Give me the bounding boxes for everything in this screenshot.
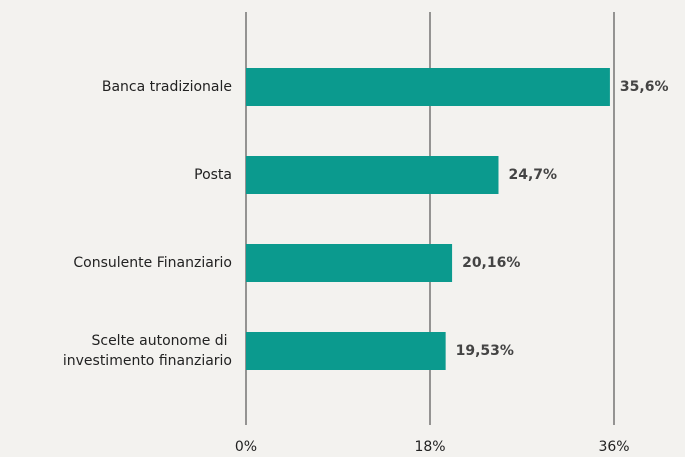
- x-tick-label: 36%: [598, 439, 629, 455]
- bar: [246, 244, 453, 282]
- category-label: Banca tradizionale: [102, 79, 232, 95]
- x-tick-label: 0%: [235, 439, 257, 455]
- category-label: Posta: [194, 167, 232, 183]
- value-label: 20,16%: [462, 255, 520, 271]
- value-label: 19,53%: [456, 343, 514, 359]
- bar: [246, 68, 610, 106]
- value-label: 35,6%: [620, 79, 669, 95]
- category-label: Consulente Finanziario: [73, 255, 232, 271]
- bar: [246, 332, 446, 370]
- value-label: 24,7%: [508, 167, 557, 183]
- bar: [246, 156, 499, 194]
- category-label: Scelte autonome di investimento finanzia…: [63, 333, 232, 369]
- x-tick-label: 18%: [414, 439, 445, 455]
